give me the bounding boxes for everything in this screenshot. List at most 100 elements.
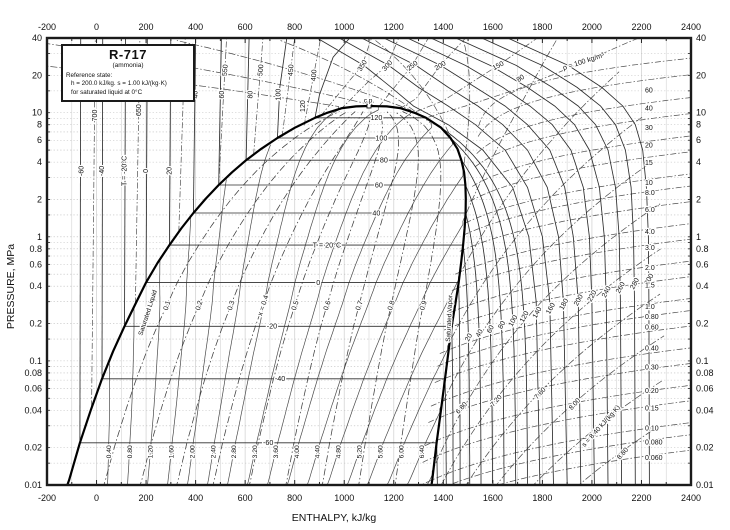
svg-text:2.80: 2.80 bbox=[231, 445, 238, 458]
svg-text:0.4: 0.4 bbox=[29, 281, 42, 291]
isentropes bbox=[47, 40, 665, 485]
svg-text:40: 40 bbox=[645, 106, 653, 113]
svg-text:2: 2 bbox=[37, 194, 42, 204]
svg-text:0.1: 0.1 bbox=[696, 356, 709, 366]
svg-text:2400: 2400 bbox=[681, 493, 701, 503]
svg-text:2.00: 2.00 bbox=[190, 445, 197, 458]
svg-text:200: 200 bbox=[139, 22, 154, 32]
svg-text:1: 1 bbox=[37, 232, 42, 242]
svg-text:0: 0 bbox=[94, 493, 99, 503]
svg-text:100: 100 bbox=[375, 133, 387, 142]
gridlines bbox=[47, 38, 691, 485]
svg-text:60: 60 bbox=[219, 91, 226, 99]
svg-text:c.p.: c.p. bbox=[364, 97, 375, 104]
svg-text:0.080: 0.080 bbox=[645, 440, 663, 447]
svg-text:1.20: 1.20 bbox=[148, 445, 155, 458]
svg-text:0.30: 0.30 bbox=[645, 365, 659, 372]
svg-text:3.60: 3.60 bbox=[273, 445, 280, 458]
svg-text:0.80: 0.80 bbox=[645, 314, 659, 321]
svg-text:2.0: 2.0 bbox=[645, 265, 655, 272]
svg-text:300: 300 bbox=[381, 59, 394, 72]
svg-text:-60: -60 bbox=[263, 438, 273, 447]
svg-text:180: 180 bbox=[559, 298, 571, 312]
svg-text:80: 80 bbox=[248, 91, 255, 99]
svg-text:1: 1 bbox=[696, 232, 701, 242]
svg-text:6.40: 6.40 bbox=[419, 445, 426, 458]
svg-text:6.0: 6.0 bbox=[645, 207, 655, 214]
svg-text:2000: 2000 bbox=[582, 22, 602, 32]
svg-text:0.04: 0.04 bbox=[696, 405, 714, 415]
svg-text:ρ = 100 kg/m³: ρ = 100 kg/m³ bbox=[562, 52, 606, 72]
svg-text:8: 8 bbox=[696, 120, 701, 130]
svg-text:450: 450 bbox=[288, 64, 296, 76]
svg-text:1600: 1600 bbox=[483, 493, 503, 503]
svg-text:-40: -40 bbox=[275, 374, 285, 383]
svg-text:0.01: 0.01 bbox=[24, 480, 42, 490]
svg-text:0.80: 0.80 bbox=[127, 445, 134, 458]
svg-text:0.8: 0.8 bbox=[696, 244, 709, 254]
svg-text:100: 100 bbox=[276, 89, 283, 101]
svg-text:20: 20 bbox=[32, 70, 42, 80]
svg-text:0.02: 0.02 bbox=[696, 443, 714, 453]
svg-text:1000: 1000 bbox=[334, 493, 354, 503]
svg-text:60: 60 bbox=[645, 88, 653, 95]
svg-text:700: 700 bbox=[92, 110, 99, 122]
svg-text:0: 0 bbox=[143, 169, 150, 173]
svg-text:1400: 1400 bbox=[433, 493, 453, 503]
svg-text:8: 8 bbox=[37, 120, 42, 130]
y-axis-title: PRESSURE, MPa bbox=[5, 244, 17, 329]
svg-text:60: 60 bbox=[375, 180, 383, 189]
svg-text:0.08: 0.08 bbox=[24, 368, 42, 378]
svg-text:T = 20°C: T = 20°C bbox=[313, 241, 342, 250]
svg-text:80: 80 bbox=[380, 156, 388, 165]
svg-text:10: 10 bbox=[32, 108, 42, 118]
svg-text:3.20: 3.20 bbox=[252, 445, 259, 458]
isotherms bbox=[79, 38, 650, 485]
svg-text:T = -20°C: T = -20°C bbox=[120, 156, 128, 186]
svg-text:8.0: 8.0 bbox=[645, 190, 655, 197]
svg-text:30: 30 bbox=[645, 125, 653, 132]
svg-text:80: 80 bbox=[516, 74, 526, 84]
svg-text:120: 120 bbox=[300, 100, 307, 112]
svg-text:0.40: 0.40 bbox=[106, 445, 113, 458]
svg-text:0: 0 bbox=[316, 278, 320, 287]
svg-text:6.00: 6.00 bbox=[398, 445, 405, 458]
svg-text:0.060: 0.060 bbox=[645, 455, 663, 462]
svg-text:6: 6 bbox=[37, 135, 42, 145]
svg-text:2: 2 bbox=[696, 194, 701, 204]
svg-text:1.5: 1.5 bbox=[645, 282, 655, 289]
svg-text:-200: -200 bbox=[38, 22, 56, 32]
svg-text:4.80: 4.80 bbox=[336, 445, 343, 458]
svg-text:1800: 1800 bbox=[532, 22, 552, 32]
svg-text:40: 40 bbox=[696, 33, 706, 43]
svg-text:2400: 2400 bbox=[681, 22, 701, 32]
svg-text:1200: 1200 bbox=[384, 493, 404, 503]
svg-text:5.20: 5.20 bbox=[357, 445, 364, 458]
svg-text:200: 200 bbox=[139, 493, 154, 503]
svg-text:0.02: 0.02 bbox=[24, 443, 42, 453]
svg-text:0.60: 0.60 bbox=[645, 325, 659, 332]
svg-text:3.0: 3.0 bbox=[645, 245, 655, 252]
svg-text:0.5: 0.5 bbox=[291, 300, 301, 312]
svg-text:4.40: 4.40 bbox=[315, 445, 322, 458]
svg-text:650: 650 bbox=[136, 104, 143, 116]
svg-text:120: 120 bbox=[370, 113, 382, 122]
svg-text:40: 40 bbox=[32, 33, 42, 43]
svg-text:10: 10 bbox=[696, 108, 706, 118]
svg-text:5.60: 5.60 bbox=[377, 445, 384, 458]
reference-state-line1: h = 200.0 kJ/kg. s = 1.00 kJ/(kg·K) bbox=[71, 80, 167, 88]
isochores bbox=[91, 38, 691, 485]
svg-text:500: 500 bbox=[257, 64, 265, 76]
svg-text:1200: 1200 bbox=[384, 22, 404, 32]
svg-text:0.06: 0.06 bbox=[696, 383, 714, 393]
svg-text:0.20: 0.20 bbox=[645, 388, 659, 395]
svg-text:240: 240 bbox=[601, 285, 613, 299]
refrigerant-subtitle: (ammonia) bbox=[112, 62, 144, 70]
svg-text:0.08: 0.08 bbox=[696, 368, 714, 378]
svg-text:x = 0.4: x = 0.4 bbox=[257, 294, 270, 316]
svg-text:120: 120 bbox=[519, 310, 531, 324]
svg-text:0.8: 0.8 bbox=[29, 244, 42, 254]
svg-text:0.01: 0.01 bbox=[696, 480, 714, 490]
svg-text:0.2: 0.2 bbox=[29, 319, 42, 329]
